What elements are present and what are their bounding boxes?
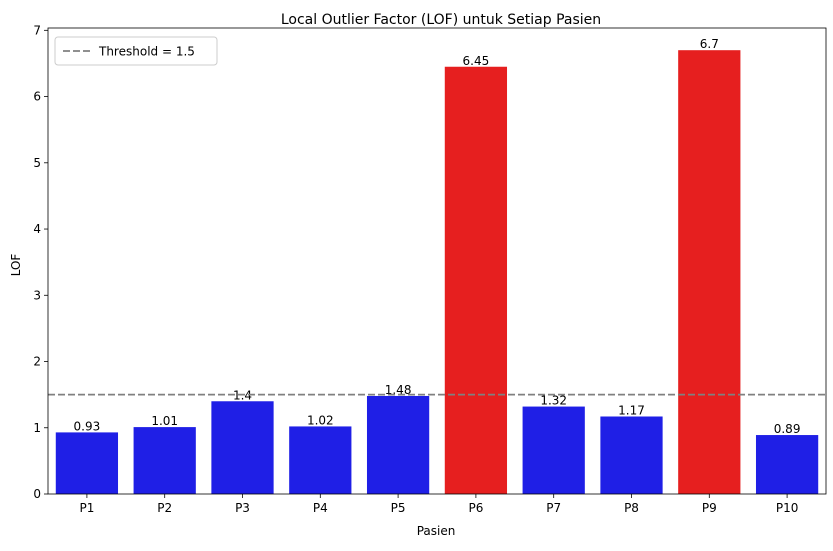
bar-p3 xyxy=(211,401,274,494)
y-tick-label: 2 xyxy=(33,355,41,369)
y-tick-label: 7 xyxy=(33,23,41,37)
bar-p5 xyxy=(366,395,430,494)
y-tick-label: 4 xyxy=(33,222,41,236)
value-label-p2: 1.01 xyxy=(151,414,178,428)
x-tick-label-p6: P6 xyxy=(468,501,483,515)
bar-p9 xyxy=(678,50,741,494)
y-tick-label: 5 xyxy=(33,156,41,170)
bar-p1 xyxy=(55,432,119,494)
bar-p4 xyxy=(289,426,352,494)
value-label-p10: 0.89 xyxy=(774,422,801,436)
value-label-p6: 6.45 xyxy=(463,54,490,68)
x-axis-label: Pasien xyxy=(417,524,456,538)
y-tick-label: 3 xyxy=(33,288,41,302)
legend: Threshold = 1.5 xyxy=(54,36,218,66)
x-tick-label-p7: P7 xyxy=(546,501,561,515)
x-tick-label-p9: P9 xyxy=(702,501,717,515)
bar-p8 xyxy=(600,416,663,494)
y-axis-label: LOF xyxy=(9,254,23,277)
bar-p10 xyxy=(755,435,819,494)
value-label-p7: 1.32 xyxy=(540,394,567,408)
y-tick-label: 0 xyxy=(33,487,41,501)
value-label-p4: 1.02 xyxy=(307,413,334,427)
value-label-p8: 1.17 xyxy=(618,403,645,417)
y-tick-label: 1 xyxy=(33,421,41,435)
legend-threshold-label: Threshold = 1.5 xyxy=(98,45,195,59)
x-tick-label-p5: P5 xyxy=(391,501,406,515)
x-tick-label-p1: P1 xyxy=(79,501,94,515)
chart-title: Local Outlier Factor (LOF) untuk Setiap … xyxy=(281,12,601,28)
value-label-p5: 1.48 xyxy=(385,383,412,397)
y-tick-label: 6 xyxy=(33,90,41,104)
axes-frame xyxy=(47,27,827,495)
bar-p6 xyxy=(444,66,508,494)
value-label-p1: 0.93 xyxy=(74,419,101,433)
x-tick-label-p4: P4 xyxy=(313,501,328,515)
x-tick-label-p10: P10 xyxy=(776,501,799,515)
legend-box xyxy=(54,36,218,66)
plot-area: 0.93P11.01P21.4P31.02P41.48P56.45P61.32P… xyxy=(33,23,827,515)
value-label-p9: 6.7 xyxy=(700,37,719,51)
x-tick-label-p2: P2 xyxy=(157,501,172,515)
x-tick-label-p8: P8 xyxy=(624,501,639,515)
x-tick-label-p3: P3 xyxy=(235,501,250,515)
bar-p7 xyxy=(522,406,585,494)
bar-p2 xyxy=(133,427,196,494)
